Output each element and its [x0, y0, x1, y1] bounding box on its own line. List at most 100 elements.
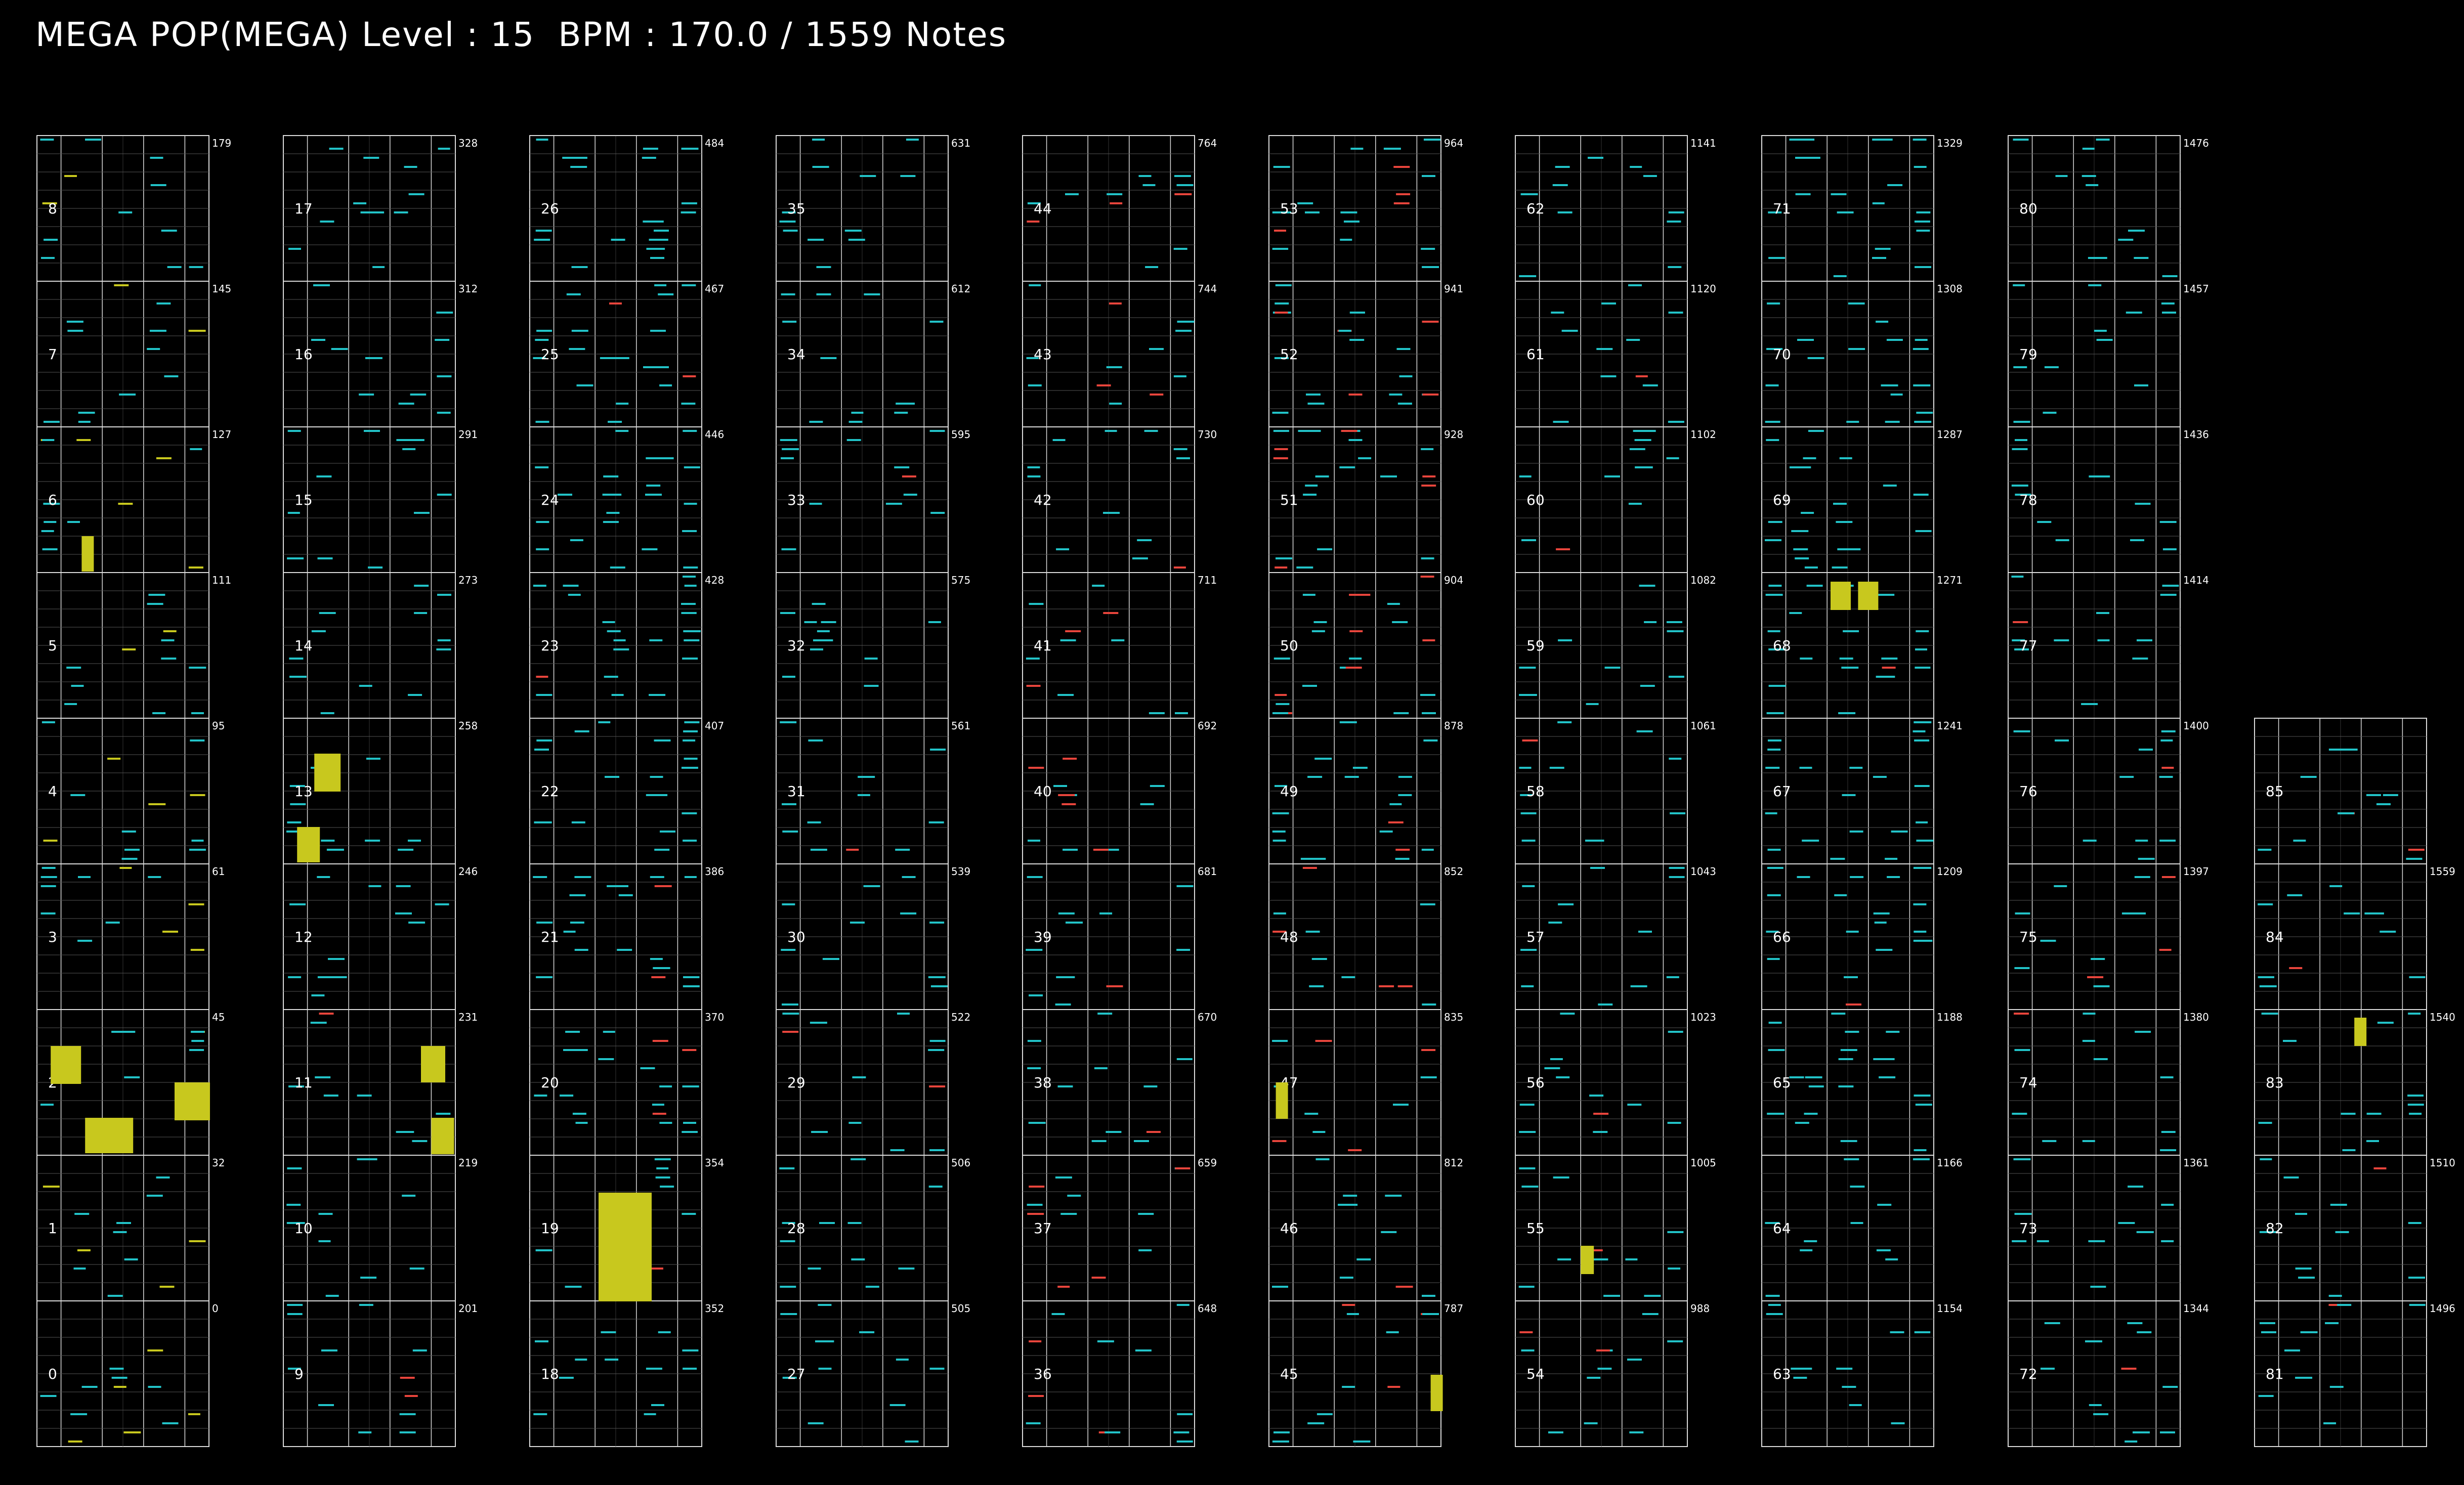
note [2261, 1331, 2276, 1333]
note [889, 1404, 906, 1406]
note [2260, 1158, 2272, 1160]
note [1272, 412, 1289, 414]
note [683, 430, 697, 432]
note [929, 1040, 946, 1042]
note [408, 922, 426, 924]
note [1604, 475, 1620, 477]
note [1604, 667, 1621, 669]
measure-number: 22 [541, 783, 559, 800]
note [1140, 803, 1154, 805]
note [1804, 1240, 1817, 1242]
note [123, 1431, 141, 1433]
measure-number: 73 [2019, 1220, 2037, 1237]
note [119, 1031, 136, 1033]
note [1422, 1313, 1439, 1315]
note [318, 1240, 331, 1242]
note [536, 922, 553, 924]
note [608, 421, 622, 423]
note [318, 1213, 333, 1215]
note [1345, 667, 1362, 669]
note [359, 1304, 373, 1306]
note [818, 1368, 832, 1370]
note [107, 758, 121, 760]
note [404, 166, 417, 168]
note [897, 1013, 910, 1015]
note [150, 184, 166, 186]
note [536, 139, 548, 141]
note [1341, 976, 1355, 978]
note [1355, 594, 1371, 596]
note [852, 1076, 866, 1078]
note [1666, 976, 1679, 978]
note [409, 1268, 424, 1270]
note [1352, 767, 1368, 769]
note [1789, 1076, 1804, 1078]
note [1556, 1076, 1570, 1078]
note [1667, 1122, 1681, 1124]
note [1272, 840, 1286, 842]
note [1338, 1204, 1352, 1206]
note [2408, 849, 2425, 851]
note [368, 566, 383, 569]
note [2407, 1104, 2424, 1106]
note [1916, 412, 1933, 414]
note [1302, 867, 1317, 869]
note [684, 758, 698, 760]
note [1668, 211, 1684, 213]
note [148, 803, 166, 805]
note [1422, 175, 1435, 177]
hold-note [1831, 582, 1851, 610]
note [2137, 639, 2152, 641]
note [928, 621, 941, 623]
note [287, 430, 301, 432]
note [148, 1386, 161, 1388]
note [782, 448, 799, 450]
note [1767, 958, 1780, 960]
note [1914, 785, 1930, 787]
note [1873, 912, 1890, 914]
note [1103, 512, 1120, 514]
note [649, 694, 666, 696]
note [364, 1158, 377, 1160]
note [1134, 1140, 1149, 1142]
note [1628, 284, 1642, 286]
note-count: 1082 [1690, 574, 1716, 586]
note [1389, 394, 1403, 396]
note [2037, 521, 2052, 523]
note [2295, 1377, 2313, 1379]
note [1635, 375, 1648, 377]
note [1381, 1231, 1397, 1233]
note [1789, 612, 1802, 614]
note [1873, 776, 1887, 778]
note [2159, 776, 2173, 778]
note [652, 1104, 664, 1106]
note [1107, 193, 1123, 195]
note [311, 994, 325, 996]
note [412, 1140, 428, 1142]
note [396, 439, 414, 441]
note [1099, 912, 1113, 914]
note [1521, 1186, 1539, 1188]
note [2159, 521, 2177, 523]
note [681, 603, 696, 605]
note [681, 767, 698, 769]
note [41, 721, 55, 723]
note [1306, 394, 1321, 396]
note [74, 1213, 90, 1215]
note [1600, 375, 1617, 377]
note [655, 1176, 670, 1178]
note-count: 764 [1198, 137, 1217, 149]
note [77, 940, 93, 942]
note [437, 412, 451, 414]
note [1767, 302, 1780, 304]
note [43, 503, 60, 505]
note [683, 730, 698, 732]
note [1052, 439, 1066, 441]
note [188, 1413, 200, 1415]
note [558, 494, 572, 496]
note [1597, 1368, 1612, 1370]
note [565, 1031, 580, 1033]
note [605, 494, 622, 496]
note [290, 803, 306, 805]
note [1808, 157, 1820, 159]
